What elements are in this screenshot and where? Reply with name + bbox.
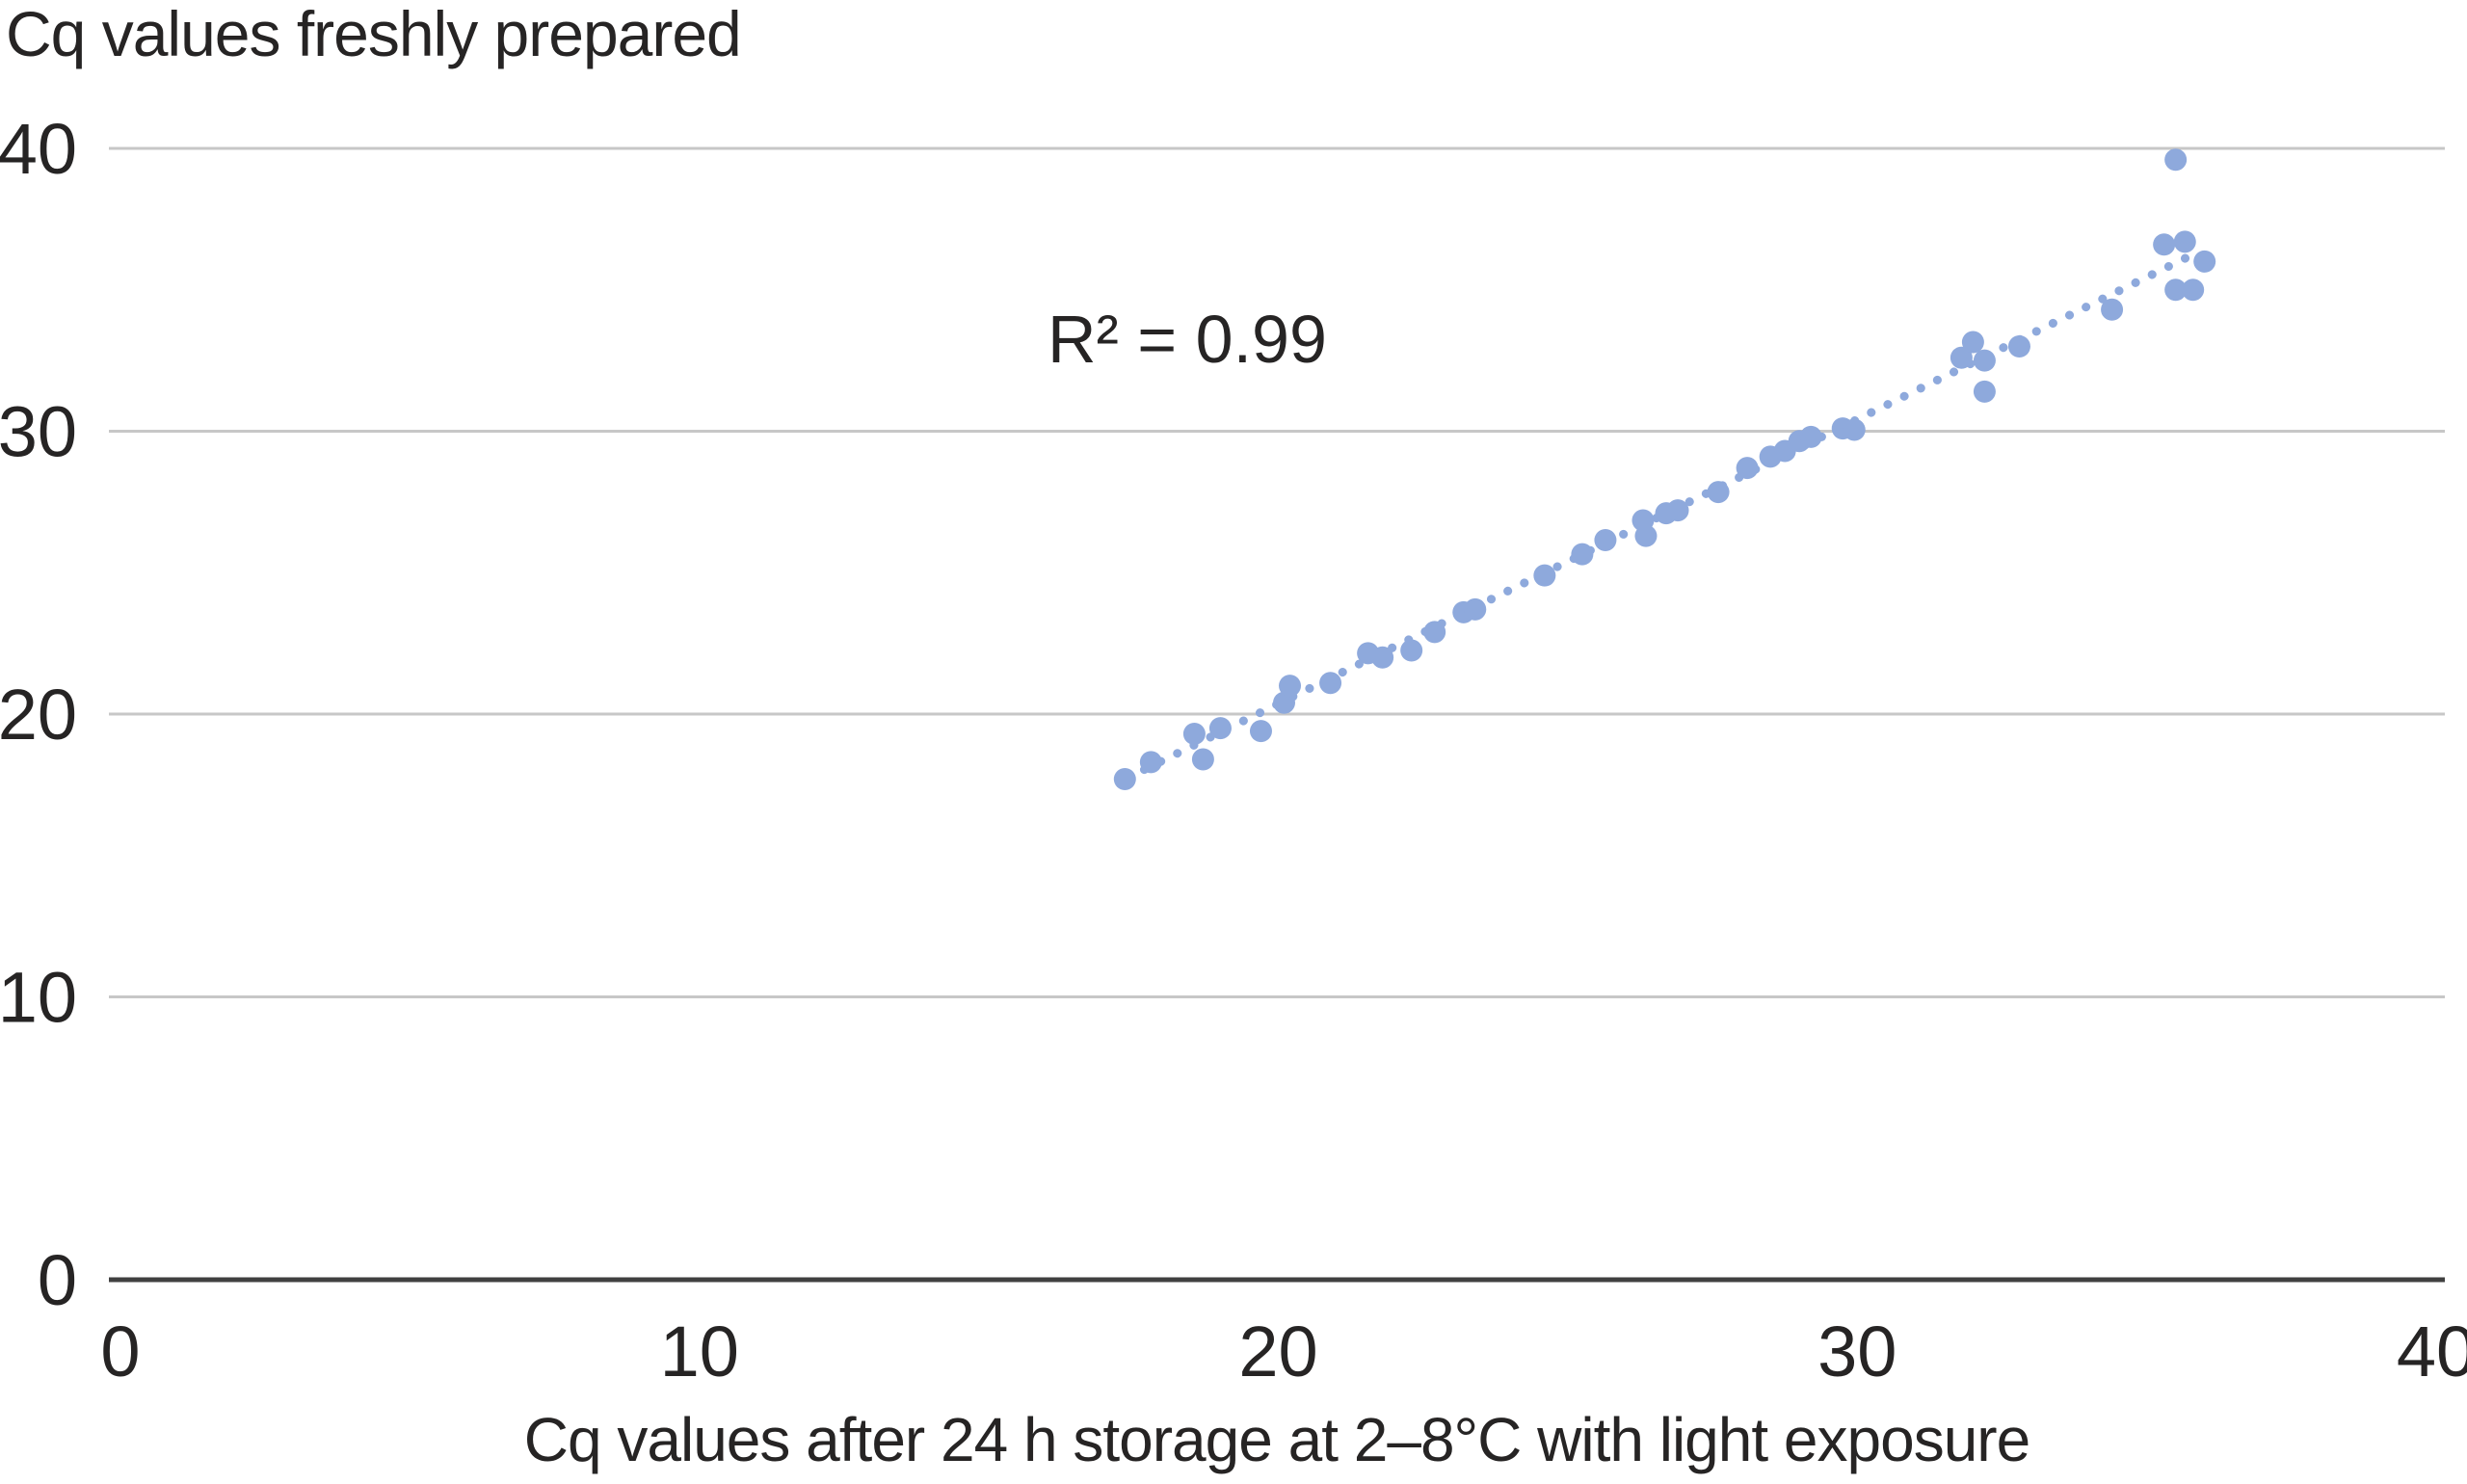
data-point [1182, 723, 1206, 746]
y-tick-label: 40 [0, 109, 77, 189]
data-point [1279, 675, 1302, 698]
data-point [1423, 621, 1446, 644]
data-point [2193, 250, 2216, 273]
y-tick-label: 10 [0, 958, 77, 1038]
data-point [2153, 233, 2176, 256]
x-tick-labels: 0 10 20 30 40 [100, 1312, 2467, 1391]
data-point [1400, 639, 1423, 662]
x-tick-label: 40 [2397, 1312, 2467, 1391]
x-tick-label: 20 [1238, 1312, 1317, 1391]
x-tick-label: 30 [1817, 1312, 1897, 1391]
data-point [1594, 528, 1617, 551]
data-point [1191, 748, 1214, 771]
x-axis-label: Cq values after 24 h storage at 2–8°C wi… [524, 1405, 2029, 1474]
data-point [1249, 720, 1272, 743]
data-point [2164, 278, 2188, 302]
data-point [1634, 524, 1658, 547]
scatter-points-layer [1113, 148, 2216, 791]
x-tick-label: 0 [100, 1312, 140, 1391]
r-squared-annotation: R² = 0.99 [1048, 302, 1327, 377]
data-point [2101, 298, 2124, 321]
data-point [1571, 543, 1594, 566]
data-point [2007, 334, 2030, 358]
data-point [2182, 278, 2205, 302]
data-point [1208, 717, 1232, 740]
data-point [2164, 148, 2188, 172]
x-tick-label: 10 [660, 1312, 739, 1391]
data-point [1113, 768, 1136, 791]
y-tick-label: 0 [38, 1240, 77, 1320]
data-point [1799, 425, 1822, 448]
data-point [1533, 564, 1556, 587]
data-point [1950, 346, 1973, 369]
data-point [1843, 418, 1866, 441]
data-point [2173, 230, 2196, 253]
y-tick-labels: 0 10 20 30 40 [0, 109, 77, 1320]
data-point [1666, 499, 1689, 522]
data-point [1707, 481, 1730, 504]
data-point [1464, 597, 1487, 621]
chart-title: Cq values freshly prepared [6, 0, 741, 69]
data-point [1319, 672, 1342, 695]
data-point [1139, 751, 1162, 774]
data-point [1273, 691, 1296, 714]
gridlines-layer [109, 146, 2445, 1283]
data-point [1973, 349, 1996, 372]
y-tick-label: 20 [0, 675, 77, 755]
data-point [1371, 646, 1394, 669]
data-point [1961, 331, 1984, 354]
data-point [1973, 380, 1996, 403]
y-tick-label: 30 [0, 392, 77, 472]
data-point [1736, 457, 1759, 480]
